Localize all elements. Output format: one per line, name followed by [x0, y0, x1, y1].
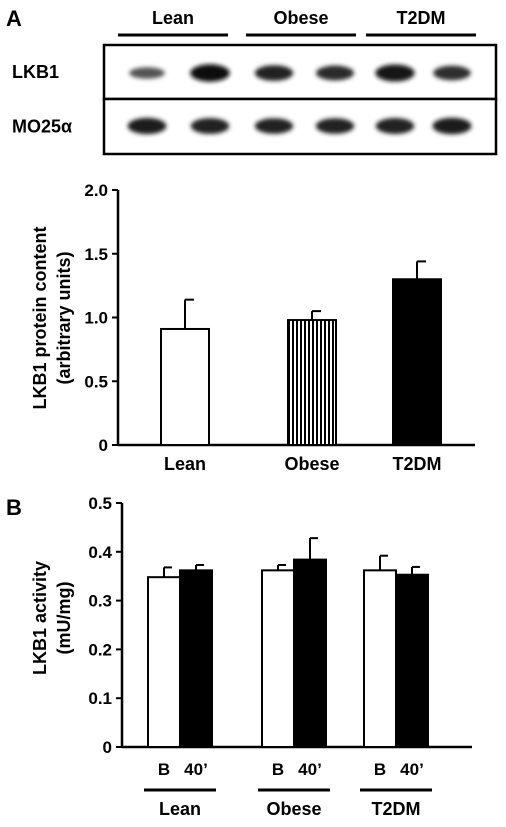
y-axis-title-units: (mU/mg): [54, 582, 74, 655]
blot-band: [190, 118, 230, 134]
panel-b-label: B: [6, 495, 22, 520]
y-tick-label: 1.5: [84, 245, 108, 264]
bar-obese-40min: [293, 558, 327, 748]
blot-group-headers: Lean Obese T2DM: [118, 8, 476, 37]
blot-band: [190, 64, 230, 82]
panel-a-label: A: [6, 6, 22, 31]
y-tick-label: 0: [99, 436, 108, 455]
y-tick-label: 0.5: [84, 372, 108, 391]
x-group-label-lean: Lean: [159, 799, 201, 819]
x-subcategory-label: B: [158, 760, 170, 779]
blot-row-label: LKB1: [12, 62, 59, 82]
blot-band: [127, 117, 167, 135]
x-group-label-obese: Obese: [266, 799, 321, 819]
bar-t2dm-40min: [395, 573, 429, 749]
blot-group-label-t2dm: T2DM: [397, 8, 446, 28]
bar-lean-40min: [179, 569, 213, 748]
blot-row-label: MO25α: [12, 117, 72, 137]
blot-band: [432, 117, 472, 135]
y-tick-label: 2.0: [84, 181, 108, 200]
bar-t2dm-basal: [363, 569, 397, 748]
blot-band: [316, 65, 354, 81]
blot-strip: [102, 43, 498, 101]
bar-obese-basal: [261, 569, 295, 748]
blot-strip: [102, 97, 498, 156]
y-tick-label: 0.3: [88, 592, 112, 611]
y-tick-label: 0.5: [88, 494, 112, 513]
x-subcategory-label: B: [374, 760, 386, 779]
blot-group-label-lean: Lean: [152, 8, 194, 28]
blot-band: [433, 65, 471, 81]
chart-lkb1-protein-content: 0 0.5 1.0 1.5 2.0 Lean Obese T2DM LKB1 protein c…: [30, 181, 475, 474]
x-tick-label-t2dm: T2DM: [393, 454, 442, 474]
blot-band: [129, 67, 165, 79]
y-tick-label: 0.4: [88, 543, 112, 562]
blot-band: [254, 65, 294, 81]
x-tick-label-obese: Obese: [284, 454, 339, 474]
x-subcategory-label: B: [272, 760, 284, 779]
bar-lean-basal: [147, 576, 181, 749]
blot-band: [375, 118, 415, 134]
chart-lkb1-activity: 0 0.1 0.2 0.3 0.4 0.5 B 40’ Lean B 40’ Obese B 40’ T2D…: [30, 494, 472, 819]
x-group-label-t2dm: T2DM: [372, 799, 421, 819]
western-blot: LKB1 MO25α: [12, 43, 498, 156]
y-tick-label: 0.2: [88, 640, 112, 659]
blot-band: [315, 118, 355, 134]
y-tick-label: 0.1: [88, 689, 112, 708]
x-subcategory-label: 40’: [184, 760, 208, 779]
x-subcategory-label: 40’: [400, 760, 424, 779]
x-subcategory-label: 40’: [298, 760, 322, 779]
y-tick-label: 1.0: [84, 309, 108, 328]
blot-band: [375, 64, 415, 82]
blot-group-label-obese: Obese: [273, 8, 328, 28]
y-tick-label: 0: [103, 738, 112, 757]
blot-band: [254, 118, 294, 134]
bar-lean: [160, 327, 210, 447]
bar-t2dm: [392, 278, 442, 446]
y-axis-title: LKB1 activity: [30, 561, 50, 675]
x-tick-label-lean: Lean: [164, 454, 206, 474]
bar-obese: [287, 319, 337, 446]
y-axis-title: LKB1 protein content: [30, 226, 50, 409]
y-axis-title-units: (arbitrary units): [54, 251, 74, 384]
